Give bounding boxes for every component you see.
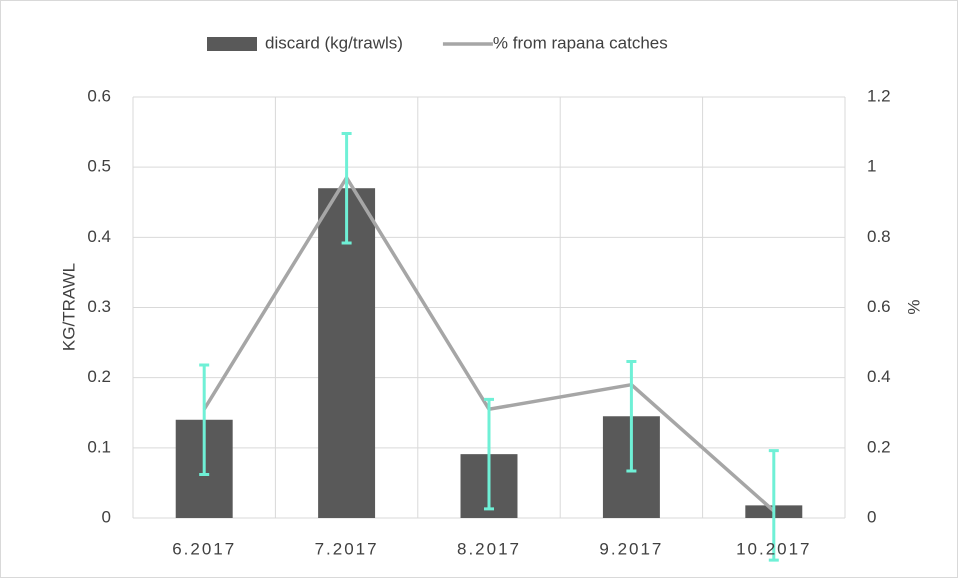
y-tick-label: 0.6 bbox=[87, 86, 111, 105]
y2-tick-label: 0.8 bbox=[867, 227, 891, 246]
y-tick-label: 0 bbox=[102, 507, 111, 526]
y2-tick-label: 1.2 bbox=[867, 86, 891, 105]
legend-label: discard (kg/trawls) bbox=[265, 33, 403, 52]
y2-tick-label: 1 bbox=[867, 157, 876, 176]
error-bar bbox=[199, 363, 210, 476]
error-bar bbox=[484, 397, 494, 511]
y-tick-label: 0.5 bbox=[87, 157, 111, 176]
legend-label: % from rapana catches bbox=[493, 33, 668, 52]
y-tick-label: 0.4 bbox=[87, 227, 111, 246]
x-tick-label: 8.2017 bbox=[457, 539, 521, 558]
y-tick-label: 0.2 bbox=[87, 367, 111, 386]
x-tick-label: 10.2017 bbox=[736, 539, 811, 558]
error-bar bbox=[768, 449, 779, 562]
x-tick-label: 6.2017 bbox=[172, 539, 236, 558]
y2-tick-label: 0.2 bbox=[867, 437, 891, 456]
y2-tick-label: 0 bbox=[867, 507, 876, 526]
x-tick-label: 9.2017 bbox=[599, 539, 663, 558]
x-tick-label: 7.2017 bbox=[315, 539, 379, 558]
error-bar bbox=[626, 360, 637, 473]
y2-tick-label: 0.6 bbox=[867, 297, 891, 316]
y2-axis-label: % bbox=[904, 299, 923, 314]
y-tick-label: 0.1 bbox=[87, 437, 111, 456]
y-axis-label: KG/TRAWL bbox=[59, 263, 78, 351]
legend-swatch bbox=[207, 37, 257, 51]
y-tick-label: 0.3 bbox=[87, 297, 111, 316]
y2-tick-label: 0.4 bbox=[867, 367, 891, 386]
error-bar bbox=[341, 131, 352, 245]
